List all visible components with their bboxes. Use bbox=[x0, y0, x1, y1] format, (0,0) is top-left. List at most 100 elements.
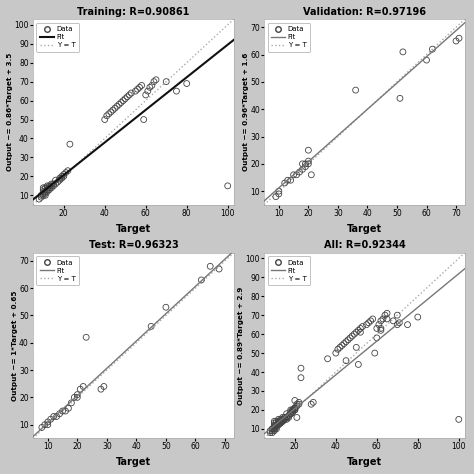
Point bbox=[291, 404, 299, 412]
Point bbox=[100, 383, 108, 390]
Point bbox=[274, 416, 282, 423]
Point bbox=[41, 421, 49, 428]
Y-axis label: Output ~= 0.96*Target + 1.6: Output ~= 0.96*Target + 1.6 bbox=[243, 53, 249, 171]
Point bbox=[277, 418, 284, 425]
Point bbox=[293, 171, 301, 179]
Point bbox=[356, 328, 364, 336]
Point bbox=[271, 425, 278, 433]
Point bbox=[48, 180, 55, 188]
Point bbox=[455, 416, 463, 423]
Point bbox=[299, 165, 306, 173]
Point bbox=[367, 317, 374, 325]
Point bbox=[291, 404, 299, 412]
Point bbox=[342, 338, 350, 346]
Point bbox=[124, 93, 131, 100]
Point bbox=[271, 423, 278, 431]
Point bbox=[111, 104, 119, 112]
Point bbox=[118, 99, 125, 106]
Point bbox=[266, 429, 274, 437]
Point bbox=[287, 176, 294, 184]
Point bbox=[37, 193, 45, 201]
Point bbox=[50, 180, 57, 188]
Point bbox=[297, 374, 305, 382]
Point bbox=[44, 182, 51, 190]
Point bbox=[224, 182, 231, 190]
Point bbox=[373, 325, 381, 332]
Point bbox=[271, 427, 278, 435]
Point bbox=[121, 95, 129, 102]
Point bbox=[273, 423, 280, 431]
Point bbox=[274, 419, 282, 427]
Point bbox=[59, 407, 66, 415]
Point bbox=[52, 176, 59, 184]
Point bbox=[287, 410, 294, 418]
Title: Training: R=0.90861: Training: R=0.90861 bbox=[77, 7, 190, 17]
Point bbox=[60, 171, 67, 178]
Point bbox=[268, 427, 276, 435]
Point bbox=[332, 349, 339, 357]
Point bbox=[301, 160, 309, 168]
Point bbox=[285, 412, 292, 419]
Point bbox=[290, 171, 297, 179]
Point bbox=[365, 319, 373, 327]
Point bbox=[340, 340, 348, 347]
Point bbox=[58, 174, 65, 182]
Point bbox=[39, 184, 47, 191]
Point bbox=[338, 342, 346, 349]
Point bbox=[163, 78, 170, 85]
Point bbox=[50, 413, 57, 420]
Legend: Data, Fit, Y = T: Data, Fit, Y = T bbox=[267, 23, 310, 52]
Point bbox=[291, 404, 299, 412]
Y-axis label: Output ~= 0.86*Target + 3.5: Output ~= 0.86*Target + 3.5 bbox=[7, 53, 13, 171]
Point bbox=[353, 344, 360, 351]
Point bbox=[377, 317, 385, 325]
Point bbox=[36, 195, 43, 203]
Point bbox=[44, 421, 52, 428]
Point bbox=[147, 323, 155, 330]
Point bbox=[383, 310, 391, 317]
Point bbox=[455, 35, 463, 42]
Point bbox=[273, 421, 280, 429]
Point bbox=[268, 425, 276, 433]
Point bbox=[305, 160, 312, 168]
Y-axis label: Output ~= 0.89*Target + 2.9: Output ~= 0.89*Target + 2.9 bbox=[238, 286, 244, 405]
Point bbox=[62, 407, 69, 415]
Legend: Data, Fit, Y = T: Data, Fit, Y = T bbox=[36, 256, 79, 285]
Title: Test: R=0.96323: Test: R=0.96323 bbox=[89, 240, 178, 250]
Point bbox=[287, 408, 294, 416]
Point bbox=[39, 190, 47, 197]
Point bbox=[289, 406, 297, 414]
Point bbox=[283, 410, 291, 418]
Point bbox=[46, 182, 53, 190]
Point bbox=[279, 418, 286, 425]
Point bbox=[390, 317, 397, 325]
Point bbox=[375, 321, 383, 328]
Point bbox=[44, 418, 52, 426]
Point bbox=[126, 91, 133, 99]
Point bbox=[344, 336, 352, 344]
Point bbox=[299, 160, 306, 168]
Point bbox=[73, 391, 81, 399]
Point bbox=[71, 393, 78, 401]
Point bbox=[350, 330, 358, 338]
Point bbox=[377, 327, 385, 334]
Point bbox=[281, 416, 288, 423]
X-axis label: Target: Target bbox=[347, 224, 382, 234]
Point bbox=[271, 425, 278, 433]
Point bbox=[287, 410, 294, 418]
Point bbox=[274, 418, 282, 425]
Point bbox=[369, 315, 376, 323]
Point bbox=[47, 415, 55, 423]
Point bbox=[281, 414, 288, 421]
Point bbox=[50, 182, 57, 190]
Point bbox=[279, 418, 286, 425]
Point bbox=[281, 416, 288, 423]
Point bbox=[301, 163, 309, 170]
Point bbox=[136, 83, 143, 91]
Point bbox=[277, 419, 284, 427]
Point bbox=[206, 263, 214, 270]
Point bbox=[39, 191, 47, 199]
Point bbox=[396, 94, 404, 102]
Point bbox=[283, 414, 291, 421]
Point bbox=[296, 168, 303, 176]
